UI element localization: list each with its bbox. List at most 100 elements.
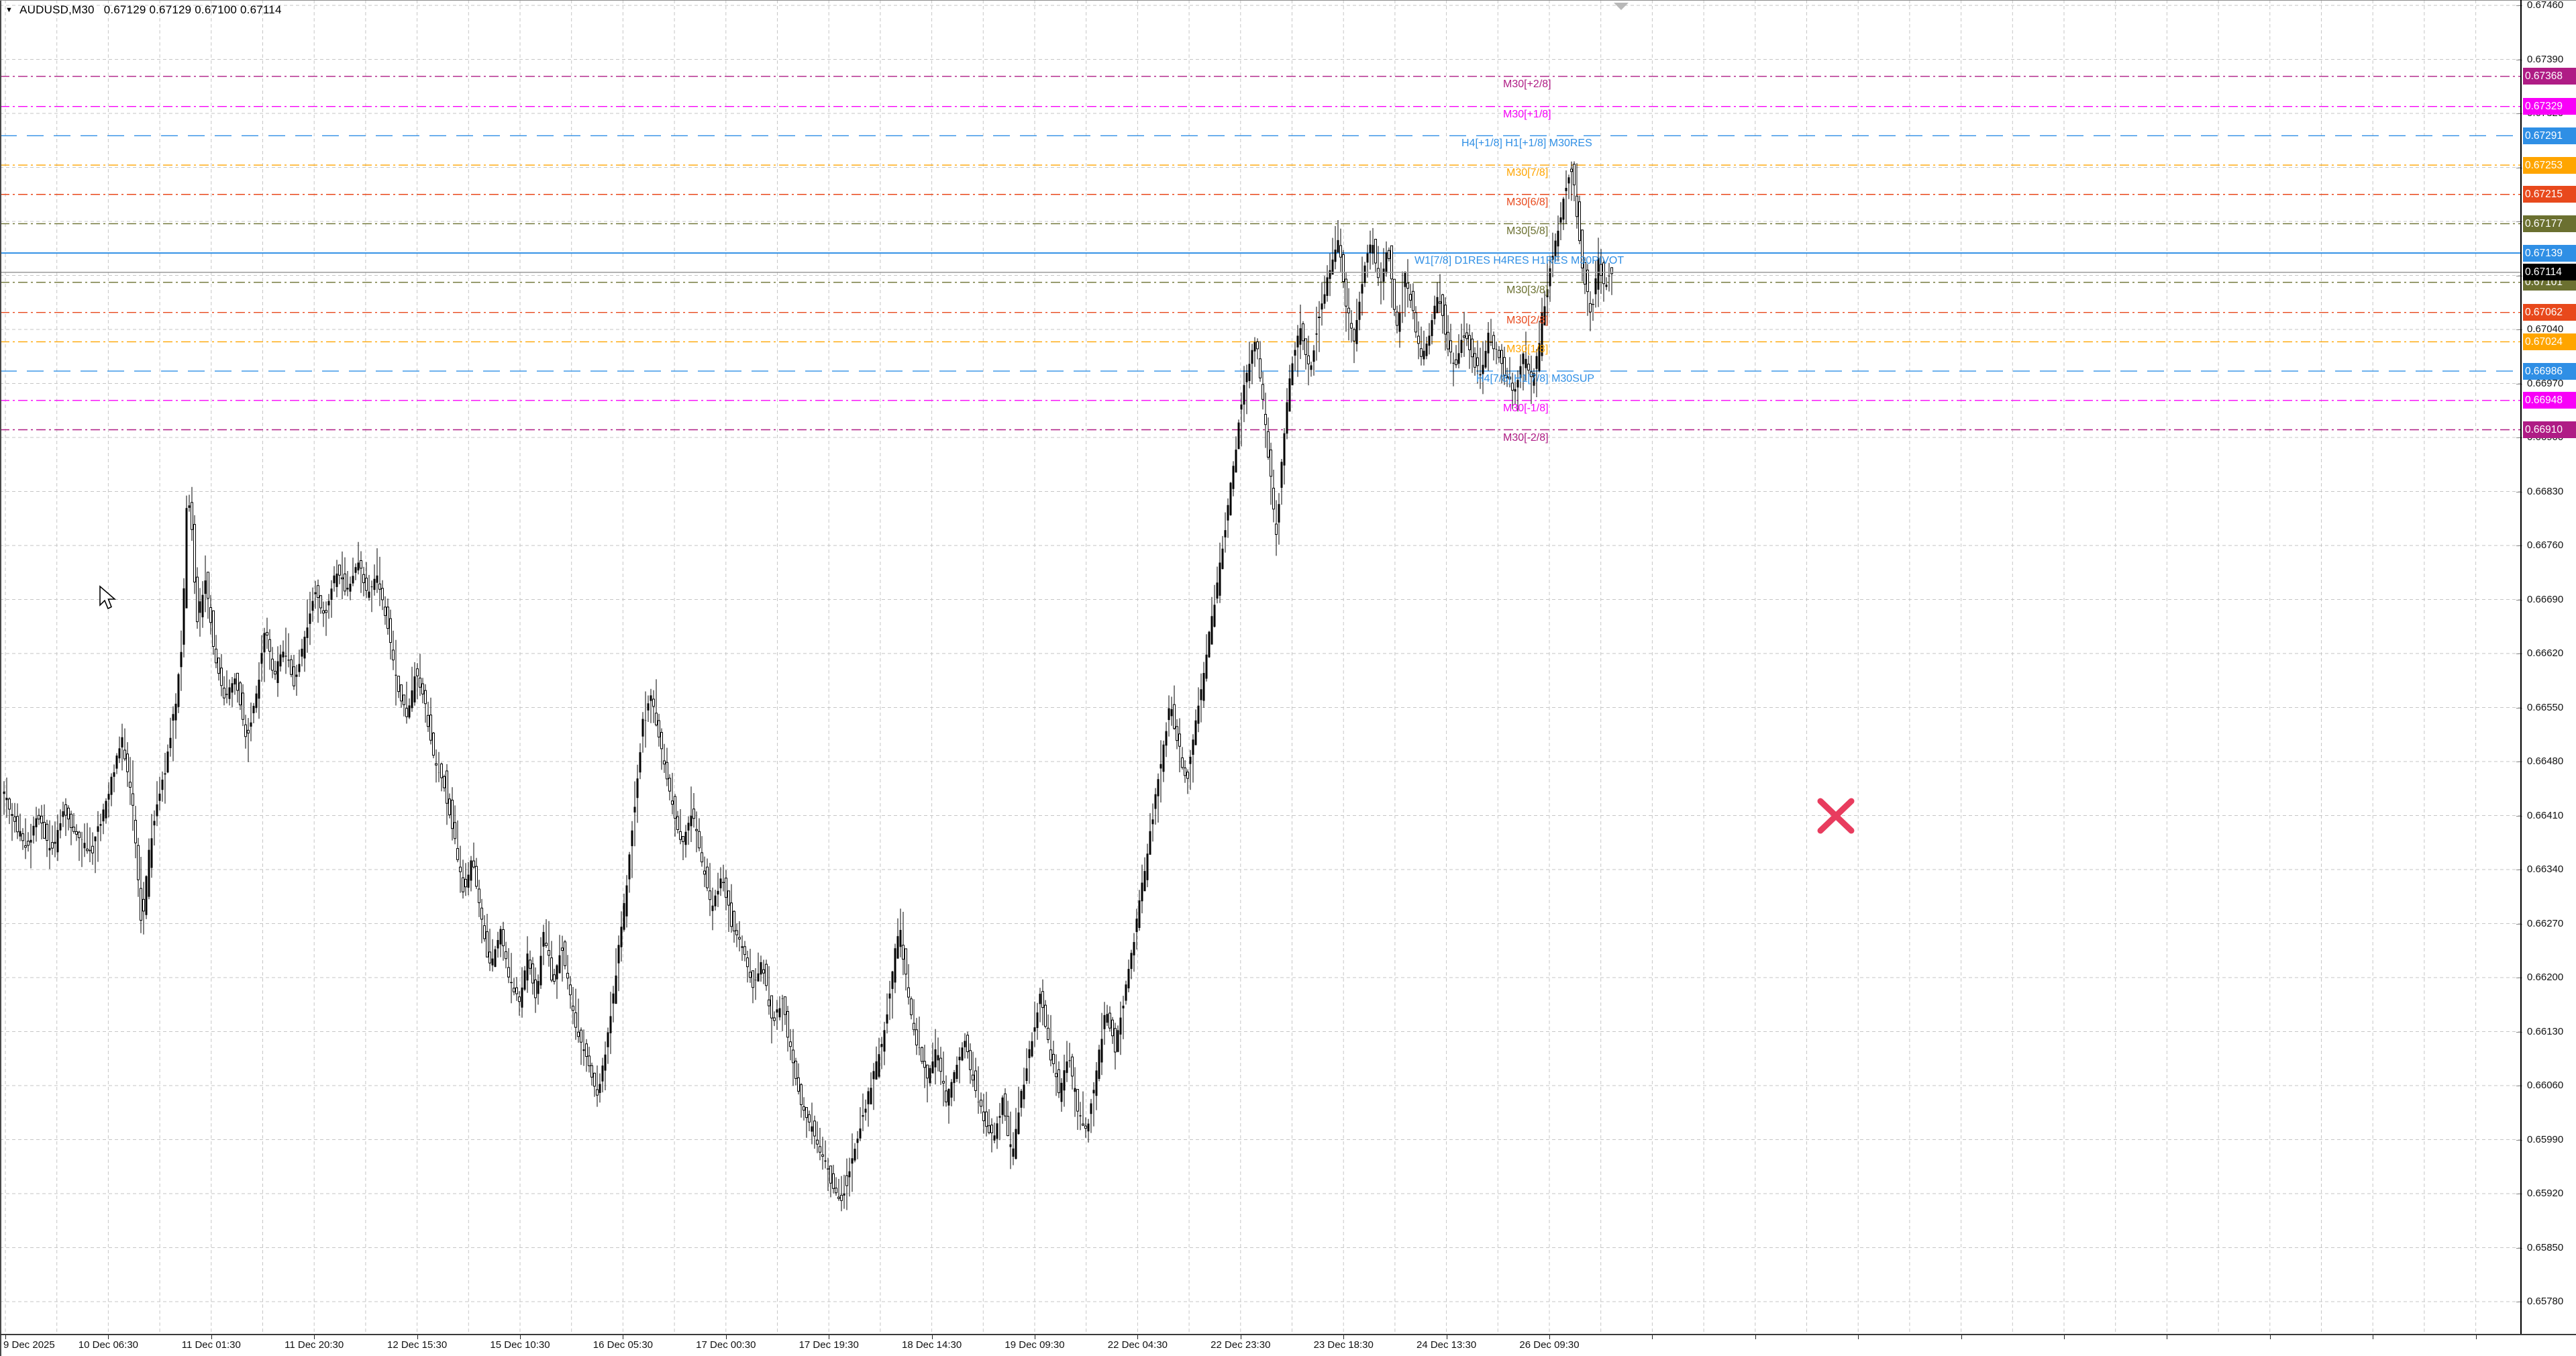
price-level-tag: 0.67215 [2523, 186, 2576, 203]
price-tick-label: 0.66550 [2527, 701, 2564, 713]
murrey-level-label: H4[+1/8] H1[+1/8] M30RES [1461, 138, 1592, 150]
murrey-level-label: W1[7/8] D1RES H4RES H1RES M30PIVOT [1414, 255, 1625, 267]
scroll-anchor-icon [1614, 3, 1629, 10]
time-tick-label: 23 Dec 18:30 [1313, 1339, 1374, 1351]
time-tick-mark [1549, 1335, 1550, 1339]
price-tick-label: 0.66270 [2527, 917, 2564, 929]
time-axis-separator [0, 1334, 2576, 1335]
price-level-tag: 0.66948 [2523, 392, 2576, 409]
time-tick-mark [417, 1335, 418, 1339]
price-tick-label: 0.65990 [2527, 1133, 2564, 1145]
price-tick-mark [2516, 599, 2522, 601]
price-tick-mark [2516, 5, 2522, 6]
cross-marker[interactable] [1817, 798, 1855, 834]
price-level-tag: 0.67139 [2523, 244, 2576, 262]
price-tick-mark [2516, 329, 2522, 330]
price-tick-mark [2516, 707, 2522, 709]
ohlc-values: 0.67129 0.67129 0.67100 0.67114 [103, 3, 282, 16]
murrey-level-label: M30[2/8] [1506, 314, 1549, 326]
time-tick-mark [2064, 1335, 2065, 1339]
time-tick-label: 16 Dec 05:30 [593, 1339, 654, 1351]
price-tick-label: 0.66410 [2527, 809, 2564, 821]
chart-title: ▼ AUDUSD,M30 0.67129 0.67129 0.67100 0.671… [5, 3, 282, 17]
price-level-tag: 0.67177 [2523, 215, 2576, 232]
murrey-level-label: H4[7/8] H1[7/8] M30SUP [1476, 373, 1595, 385]
time-tick-mark [2269, 1335, 2271, 1339]
murrey-level-label: M30[6/8] [1506, 196, 1549, 208]
price-level-tag: 0.67329 [2523, 98, 2576, 115]
murrey-level-label: M30[+1/8] [1503, 108, 1551, 120]
price-tick-mark [2516, 1031, 2522, 1033]
price-tick-label: 0.66340 [2527, 864, 2564, 875]
price-tick-label: 0.66970 [2527, 377, 2564, 389]
murrey-level-label: M30[+2/8] [1503, 78, 1551, 90]
murrey-level-label: M30[1/8] [1506, 344, 1549, 356]
symbol-dropdown-icon[interactable]: ▼ [5, 6, 13, 14]
time-tick-label: 19 Dec 09:30 [1004, 1339, 1065, 1351]
time-tick-mark [314, 1335, 315, 1339]
time-tick-label: 11 Dec 20:30 [285, 1339, 344, 1351]
time-tick-label: 17 Dec 00:30 [696, 1339, 756, 1351]
time-tick-mark [1961, 1335, 1962, 1339]
price-tick-mark [2516, 815, 2522, 817]
time-tick-mark [1343, 1335, 1345, 1339]
price-tick-label: 0.67390 [2527, 53, 2564, 65]
murrey-level-label: M30[5/8] [1506, 225, 1549, 238]
price-tick-mark [2516, 113, 2522, 114]
time-tick-mark [1137, 1335, 1139, 1339]
price-tick-label: 0.66690 [2527, 593, 2564, 605]
time-tick-label: 18 Dec 14:30 [901, 1339, 962, 1351]
price-tick-label: 0.65920 [2527, 1188, 2564, 1199]
symbol-timeframe-label: AUDUSD,M30 [19, 3, 95, 16]
price-tick-label: 0.66130 [2527, 1025, 2564, 1037]
price-tick-label: 0.66760 [2527, 539, 2564, 551]
last-price-tag: 0.67114 [2523, 264, 2576, 281]
time-tick-label: 26 Dec 09:30 [1519, 1339, 1580, 1351]
price-level-tag: 0.67253 [2523, 156, 2576, 174]
price-level-tag: 0.67062 [2523, 304, 2576, 321]
time-tick-label: 11 Dec 01:30 [181, 1339, 241, 1351]
candle-bodies-up [8, 164, 1613, 1201]
time-tick-mark [1755, 1335, 1756, 1339]
time-tick-mark [108, 1335, 109, 1339]
window-top-border [0, 0, 2576, 1]
price-tick-mark [2516, 923, 2522, 925]
mouse-cursor-icon [99, 585, 117, 610]
time-tick-label: 22 Dec 04:30 [1107, 1339, 1168, 1351]
time-tick-mark [1858, 1335, 1859, 1339]
time-tick-label: 17 Dec 19:30 [798, 1339, 859, 1351]
price-tick-mark [2516, 221, 2522, 222]
time-tick-mark [931, 1335, 933, 1339]
price-tick-label: 0.65850 [2527, 1241, 2564, 1253]
murrey-level-label: M30[7/8] [1506, 167, 1549, 179]
candle-bodies-down [3, 177, 1610, 1196]
time-tick-mark [5, 1335, 6, 1339]
price-tick-mark [2516, 437, 2522, 438]
time-tick-label: 10 Dec 06:30 [78, 1339, 139, 1351]
price-level-tag: 0.66910 [2523, 421, 2576, 438]
murrey-level-label: M30[-1/8] [1503, 402, 1549, 414]
time-tick-label: 9 Dec 2025 [3, 1339, 55, 1351]
candle-wicks [3, 161, 1612, 1212]
price-tick-label: 0.67460 [2527, 0, 2564, 11]
time-tick-label: 24 Dec 13:30 [1416, 1339, 1477, 1351]
price-axis-separator [2520, 0, 2522, 1335]
murrey-level-label: M30[-2/8] [1503, 431, 1549, 444]
price-level-tag: 0.66986 [2523, 362, 2576, 380]
time-tick-mark [211, 1335, 212, 1339]
time-tick-label: 12 Dec 15:30 [387, 1339, 448, 1351]
time-tick-label: 22 Dec 23:30 [1210, 1339, 1271, 1351]
price-tick-label: 0.66060 [2527, 1080, 2564, 1091]
price-tick-label: 0.66480 [2527, 755, 2564, 767]
price-level-tag: 0.67368 [2523, 68, 2576, 85]
price-tick-mark [2516, 1247, 2522, 1249]
murrey-level-label: M30[3/8] [1506, 284, 1549, 296]
price-tick-mark [2516, 545, 2522, 546]
gridlines [0, 0, 2520, 1334]
price-tick-label: 0.66200 [2527, 972, 2564, 983]
price-tick-label: 0.66620 [2527, 647, 2564, 659]
time-tick-mark [2475, 1335, 2477, 1339]
price-tick-label: 0.66830 [2527, 485, 2564, 497]
